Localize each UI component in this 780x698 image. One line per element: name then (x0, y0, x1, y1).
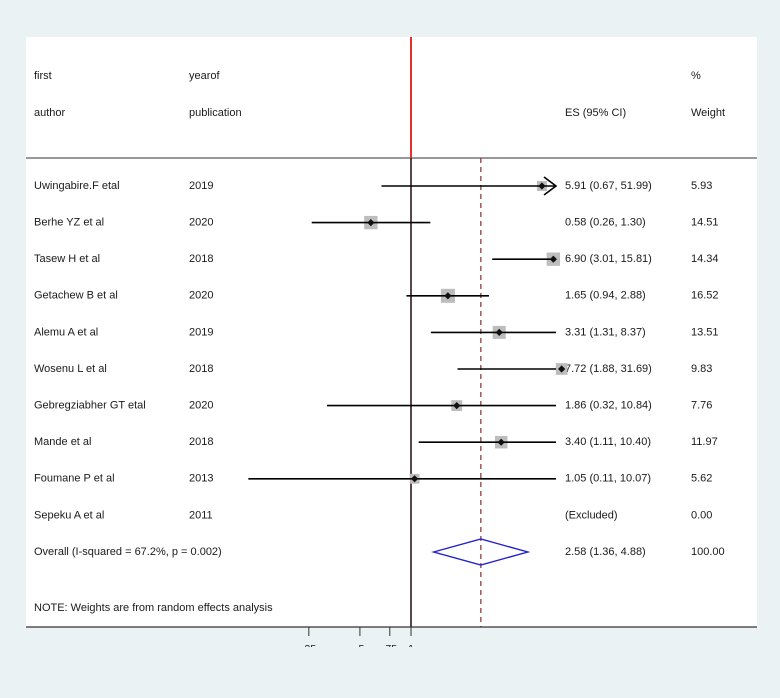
study-author: Foumane P et al (34, 473, 115, 485)
study-weight: 14.51 (691, 217, 719, 229)
study-author: Berhe YZ et al (34, 217, 104, 229)
x-tick-label: .25 (302, 643, 317, 647)
study-es-ci: 3.40 (1.11, 10.40) (565, 436, 651, 448)
overall-label: Overall (I-squared = 67.2%, p = 0.002) (34, 546, 222, 558)
study-year: 2020 (189, 400, 213, 412)
study-point-estimate (558, 365, 566, 373)
x-tick-label: .75 (382, 643, 397, 647)
study-point-estimate (410, 475, 419, 483)
study-es-ci: 1.65 (0.94, 2.88) (565, 290, 646, 302)
study-weight: 11.97 (691, 436, 718, 448)
study-year: 2013 (189, 473, 213, 485)
study-es-ci: 3.31 (1.31, 8.37) (565, 326, 646, 338)
study-weight: 0.00 (691, 509, 712, 521)
note-text: NOTE: Weights are from random effects an… (34, 602, 273, 614)
study-point-estimate (497, 438, 505, 446)
forest-plot-panel: first author yearof publication ES (95% CI)%… (26, 37, 757, 647)
study-weight: 5.93 (691, 180, 712, 192)
study-author: Getachew B et al (34, 290, 118, 302)
header-author: author (34, 107, 66, 119)
header-yearof: yearof (189, 70, 221, 82)
study-weight: 9.83 (691, 363, 712, 375)
study-weight: 16.52 (691, 290, 719, 302)
study-year: 2011 (189, 509, 213, 521)
study-point-estimate (495, 328, 503, 336)
study-weight: 5.62 (691, 473, 712, 485)
study-year: 2020 (189, 217, 213, 229)
study-es-ci: 1.05 (0.11, 10.07) (565, 473, 651, 485)
study-author: Gebregziabher GT etal (34, 400, 146, 412)
x-tick-label: .5 (356, 643, 365, 647)
overall-es-ci: 2.58 (1.36, 4.88) (565, 546, 646, 558)
study-author: Mande et al (34, 436, 91, 448)
study-weight: 7.76 (691, 400, 712, 412)
study-point-estimate (444, 292, 452, 300)
study-point-estimate (549, 255, 557, 263)
study-point-estimate (538, 182, 546, 190)
study-weight: 14.34 (691, 253, 719, 265)
header-first: first (34, 70, 52, 82)
study-author: Wosenu L et al (34, 363, 107, 375)
header-weight-percent: % (691, 70, 701, 82)
header-weight: Weight (691, 107, 725, 119)
study-year: 2019 (189, 326, 213, 338)
study-es-ci: 6.90 (3.01, 15.81) (565, 253, 652, 265)
overall-diamond (431, 538, 531, 566)
study-author: Tasew H et al (34, 253, 100, 265)
ci-truncation-arrow (543, 176, 558, 196)
study-point-estimate (367, 219, 375, 227)
study-es-ci: 0.58 (0.26, 1.30) (565, 217, 646, 229)
study-year: 2020 (189, 290, 213, 302)
forest-plot: first author yearof publication ES (95% CI)%… (26, 37, 757, 647)
study-es-ci: 7.72 (1.88, 31.69) (565, 363, 652, 375)
study-es-ci: 1.86 (0.32, 10.84) (565, 400, 652, 412)
study-author: Alemu A et al (34, 326, 98, 338)
study-es-ci: (Excluded) (565, 509, 618, 521)
study-weight: 13.51 (691, 326, 719, 338)
study-author: Uwingabire.F etal (34, 180, 120, 192)
study-year: 2019 (189, 180, 213, 192)
header-publication: publication (189, 107, 242, 119)
study-es-ci: 5.91 (0.67, 51.99) (565, 180, 652, 192)
x-tick-label: 1 (408, 643, 414, 647)
header-es-ci: ES (95% CI) (565, 107, 626, 119)
study-year: 2018 (189, 363, 213, 375)
study-year: 2018 (189, 436, 213, 448)
overall-weight: 100.00 (691, 546, 725, 558)
study-year: 2018 (189, 253, 213, 265)
study-author: Sepeku A et al (34, 509, 104, 521)
study-point-estimate (453, 402, 461, 410)
